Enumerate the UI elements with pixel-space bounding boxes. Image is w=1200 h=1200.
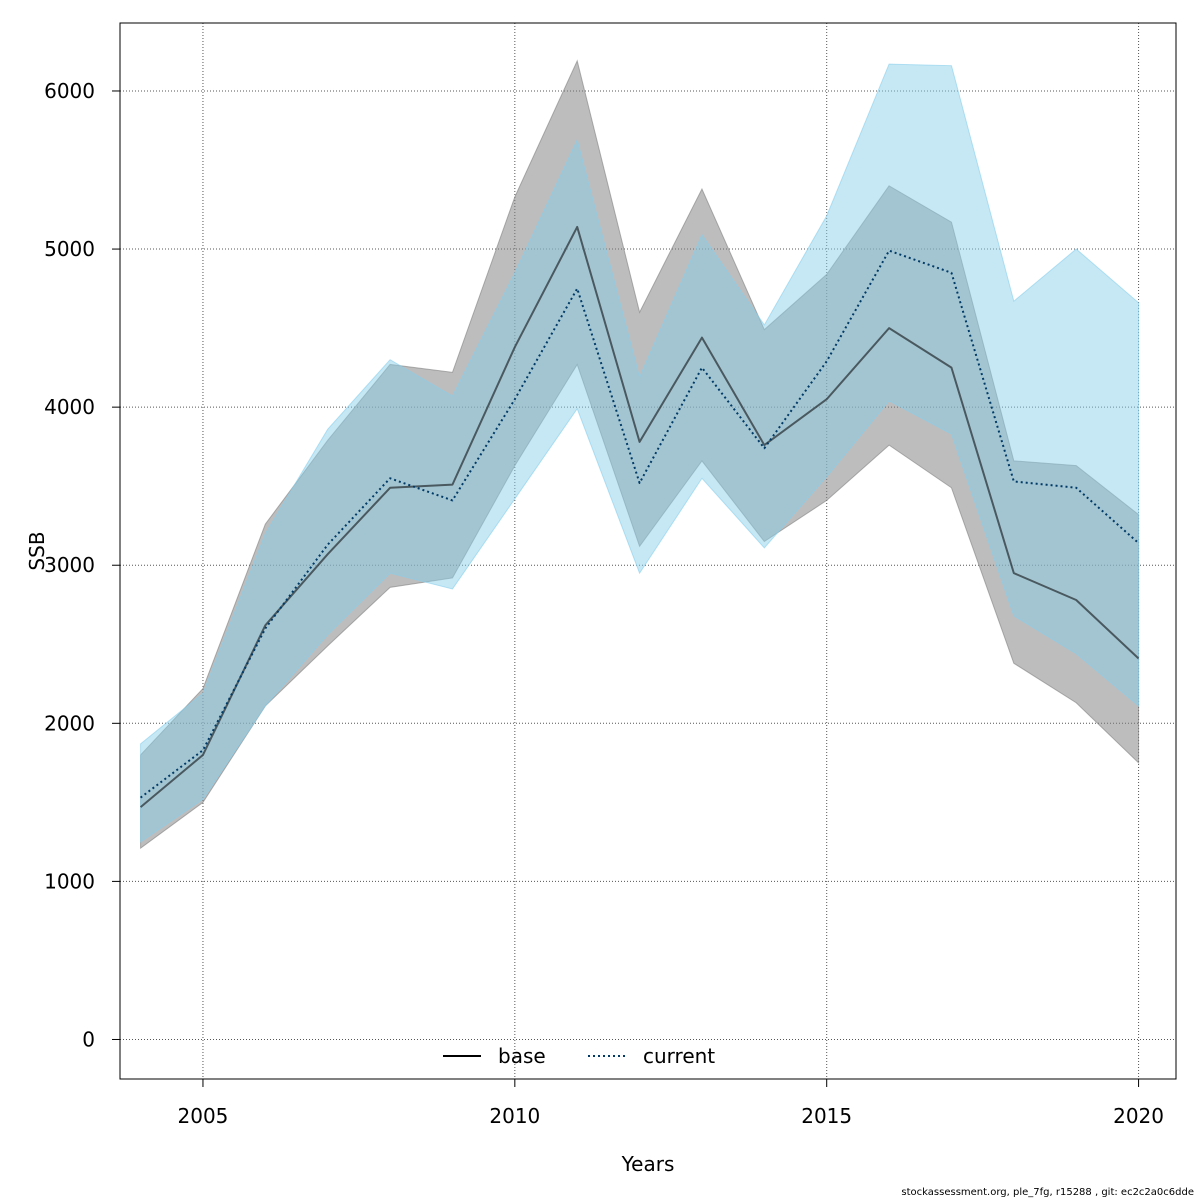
y-tick-label-5000: 5000 [44,237,95,261]
y-tick-label-3000: 3000 [44,553,95,577]
line-base [139,225,1140,808]
y-tick-label-1000: 1000 [44,869,95,893]
x-axis-ticks: 2005 2010 2015 2020 [178,1079,1164,1128]
band-current [140,63,1140,843]
x-tick-label-2005: 2005 [178,1104,229,1128]
x-axis-title: Years [621,1152,675,1176]
band-base [140,59,1140,850]
series-lines [139,225,1140,808]
x-tick-label-2020: 2020 [1113,1104,1164,1128]
y-axis-title: SSB [25,531,49,570]
line-current [139,249,1140,799]
x-tick-label-2015: 2015 [801,1104,852,1128]
y-tick-label-0: 0 [82,1027,95,1051]
legend-current-label: current [643,1044,715,1068]
x-tick-label-2010: 2010 [489,1104,540,1128]
y-tick-label-4000: 4000 [44,395,95,419]
footer-note: stockassessment.org, ple_7fg, r15288 , g… [901,1187,1194,1198]
y-axis-ticks: 0 1000 2000 3000 4000 5000 6000 [44,79,120,1051]
legend-base-label: base [498,1044,546,1068]
y-tick-label-2000: 2000 [44,711,95,735]
plot-frame [119,22,1177,1080]
y-tick-label-6000: 6000 [44,79,95,103]
legend: base current [443,1044,715,1068]
confidence-bands [140,59,1140,850]
